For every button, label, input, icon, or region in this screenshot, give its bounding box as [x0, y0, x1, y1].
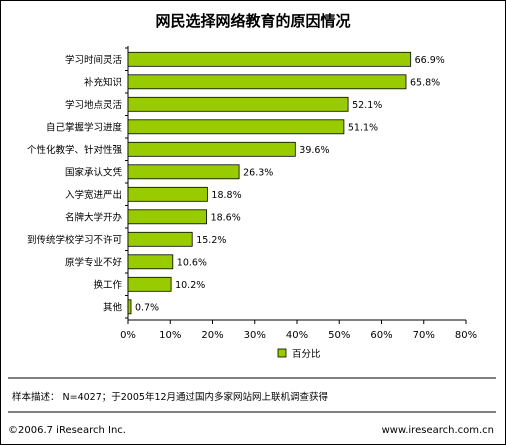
- value-label: 26.3%: [243, 167, 273, 178]
- x-tick-label: 80%: [455, 330, 477, 341]
- category-label: 换工作: [93, 279, 122, 291]
- category-label: 名牌大学开办: [65, 211, 123, 223]
- category-label: 学习地点灵活: [65, 99, 123, 111]
- bar: [127, 209, 207, 225]
- bar: [127, 254, 174, 270]
- value-label: 65.8%: [410, 77, 440, 88]
- bar: [127, 119, 345, 135]
- plot-area: 学习时间灵活 66.9% 补充知识 65.8% 学习地点灵活 52.1% 自己掌握学习进度 5…: [27, 46, 477, 360]
- bar: [127, 231, 193, 247]
- sample-note: 样本描述： N=4027；于2005年12月通过国内多家网站网上联机调查获得: [12, 392, 329, 403]
- x-tick-label: 70%: [413, 330, 435, 341]
- bar: [127, 164, 240, 180]
- x-tick-label: 50%: [328, 330, 350, 341]
- value-label: 18.8%: [211, 190, 241, 201]
- bar: [127, 74, 407, 90]
- value-label: 18.6%: [211, 212, 241, 223]
- category-label: 到传统学校学习不许可: [27, 234, 122, 246]
- legend-label: 百分比: [292, 348, 321, 360]
- value-label: 52.1%: [352, 100, 382, 111]
- category-label: 入学宽进严出: [65, 189, 122, 201]
- value-label: 10.2%: [175, 280, 205, 291]
- bar: [127, 96, 349, 112]
- category-label: 原学专业不好: [65, 256, 123, 268]
- copyright-text: ©2006.7 iResearch Inc.: [8, 425, 126, 436]
- category-label: 学习时间灵活: [65, 54, 123, 66]
- chart-title: 网民选择网络教育的原因情况: [155, 12, 350, 30]
- value-label: 39.6%: [299, 145, 329, 156]
- bar: [127, 299, 132, 315]
- legend-swatch: [277, 348, 287, 358]
- value-label: 0.7%: [135, 302, 159, 313]
- category-label: 补充知识: [84, 76, 122, 88]
- category-label: 国家承认文凭: [65, 166, 123, 178]
- x-tick-label: 30%: [244, 330, 266, 341]
- category-label: 其他: [103, 301, 123, 313]
- bar: [127, 276, 172, 292]
- x-tick-label: 20%: [201, 330, 223, 341]
- category-label: 自己掌握学习进度: [46, 121, 123, 133]
- value-label: 66.9%: [415, 55, 445, 66]
- x-tick-label: 40%: [286, 330, 308, 341]
- bar: [127, 186, 208, 202]
- x-tick-label: 0%: [120, 330, 136, 341]
- value-label: 51.1%: [348, 122, 378, 133]
- value-label: 10.6%: [177, 257, 207, 268]
- value-label: 15.2%: [196, 235, 226, 246]
- website-link[interactable]: www.iresearch.com.cn: [381, 425, 494, 436]
- bar: [127, 51, 412, 67]
- bar: [127, 141, 296, 157]
- category-label: 个性化教学、针对性强: [27, 144, 123, 156]
- x-tick-label: 60%: [370, 330, 392, 341]
- x-tick-label: 10%: [159, 330, 181, 341]
